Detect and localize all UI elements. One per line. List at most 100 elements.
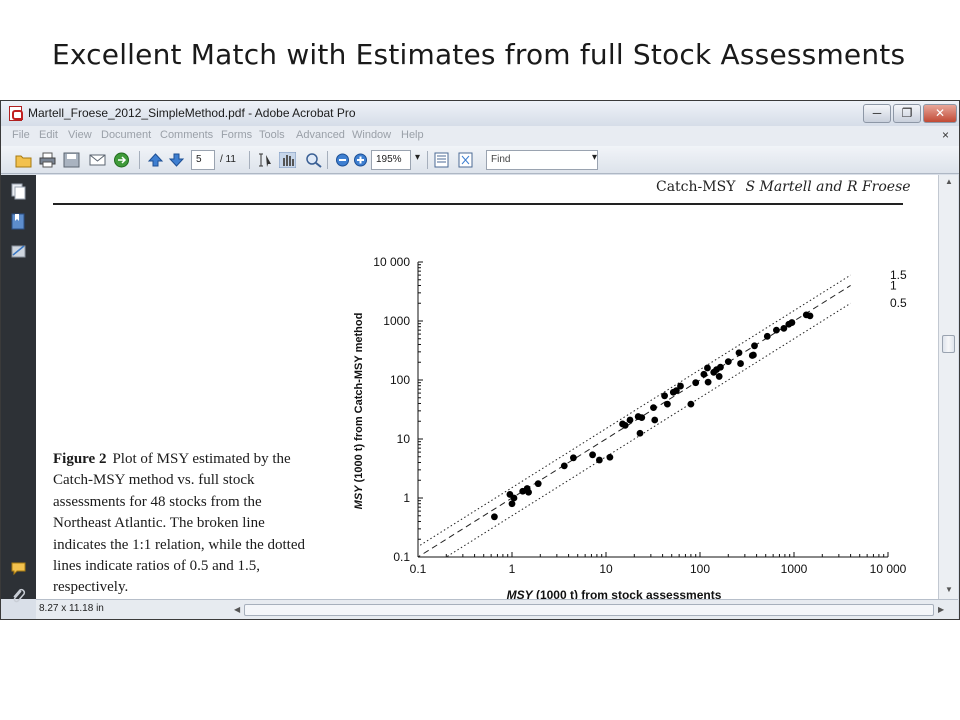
pdf-file-icon [9,106,23,121]
data-point [788,319,796,326]
zoom-tool-icon[interactable] [305,152,322,168]
menu-view[interactable]: View [68,129,92,141]
save-icon[interactable] [63,152,80,168]
collaborate-icon[interactable] [113,152,130,168]
hand-tool-icon[interactable] [279,152,296,168]
figure-caption: Figure 2 Plot of MSY estimated by the Cat… [53,449,315,599]
zoom-dropdown-icon[interactable]: ▾ [415,152,421,163]
reference-line-label: 1.5 [890,268,907,282]
data-point [626,416,634,424]
data-point [560,462,568,470]
bookmarks-panel-icon[interactable] [11,213,26,230]
zoom-level-input[interactable]: 195% [371,150,411,170]
zoom-in-icon[interactable] [352,152,369,168]
data-point [589,451,596,459]
menu-help[interactable]: Help [401,129,424,141]
find-dropdown-icon[interactable]: ▾ [592,152,598,163]
close-button[interactable]: ✕ [923,104,957,123]
reference-line-label: 0.5 [890,296,907,310]
reference-line-0-5 [445,302,851,557]
menu-tools[interactable]: Tools [259,129,285,141]
y-tick-label: 0.1 [393,550,410,564]
open-folder-icon[interactable] [15,152,32,168]
status-bar: 8.27 x 11.18 in ◀ ▶ [36,599,958,619]
toolbar: 5 / 11 195% ▾ [1,146,959,174]
y-tick-label: 10 [397,432,411,446]
x-tick-label: 10 000 [870,562,907,576]
menu-bar: File Edit View Document Comments Forms T… [1,126,959,146]
menu-window[interactable]: Window [352,129,392,141]
zoom-out-icon[interactable] [334,152,351,168]
acrobat-window: Martell_Froese_2012_SimpleMethod.pdf - A… [0,100,960,620]
data-point [672,387,680,395]
y-ticks: 0.1 1 10 100 1000 10 000 [373,255,423,564]
toolbar-separator [327,151,328,169]
data-point [806,312,814,320]
document-close-icon[interactable]: × [941,128,949,142]
find-input[interactable]: Find [486,150,598,170]
data-point [724,358,732,366]
data-point [661,392,668,400]
data-point [763,332,771,340]
page-number-input[interactable]: 5 [191,150,215,170]
menu-document[interactable]: Document [101,129,152,141]
pages-panel-icon[interactable] [11,183,26,200]
data-point [606,453,614,461]
data-point [491,513,498,521]
y-tick-label: 1 [403,491,410,505]
figure-label: Figure 2 [53,451,107,467]
menu-forms[interactable]: Forms [221,129,253,141]
title-bar: Martell_Froese_2012_SimpleMethod.pdf - A… [1,101,959,126]
menu-file[interactable]: File [12,129,30,141]
print-icon[interactable] [39,152,56,168]
data-point [595,456,603,464]
vertical-scrollbar[interactable]: ▲ ▼ [938,175,958,599]
scroll-thumb[interactable] [942,335,955,353]
data-point [534,480,542,488]
fit-page-icon[interactable] [433,152,450,168]
navigation-panel [1,175,36,603]
reference-line-labels: 1.51 0.5 [890,268,907,310]
running-authors: S Martell and R Froese [745,179,911,195]
attachments-panel-icon[interactable] [11,588,26,605]
data-point [750,351,757,359]
caption-text: Plot of MSY estimated by the Catch-MSY m… [53,451,306,596]
data-point [737,360,744,367]
data-point [687,400,695,408]
select-text-icon[interactable] [256,152,273,168]
x-ticks: 0.1 1 10 100 1000 10 000 [410,552,907,576]
data-point [700,370,708,378]
y-tick-label: 10 000 [373,255,410,269]
full-screen-icon[interactable] [457,152,474,168]
running-title: Catch-MSY [656,179,736,195]
signatures-panel-icon[interactable] [11,243,26,260]
data-point [525,488,532,496]
menu-advanced[interactable]: Advanced [296,129,345,141]
horizontal-scrollbar[interactable] [244,604,934,616]
toolbar-separator [249,151,250,169]
comments-panel-icon[interactable] [11,560,26,577]
scroll-right-icon[interactable]: ▶ [938,605,945,614]
scroll-up-icon[interactable]: ▲ [945,177,953,186]
page-header: Catch-MSY S Martell and R Froese [656,179,911,195]
previous-page-icon[interactable] [147,152,164,168]
minimize-button[interactable]: ─ [863,104,891,123]
restore-button[interactable]: ❐ [893,104,921,123]
reference-line-1-5 [418,274,851,548]
menu-edit[interactable]: Edit [39,129,58,141]
data-point [636,429,644,437]
scroll-left-icon[interactable]: ◀ [234,605,241,614]
next-page-icon[interactable] [168,152,185,168]
data-point [704,378,712,386]
data-point [773,326,780,334]
data-point [621,422,629,429]
data-point [651,416,659,424]
data-point [735,349,743,357]
data-point [717,363,724,371]
email-icon[interactable] [89,152,106,168]
scroll-down-icon[interactable]: ▼ [945,585,953,594]
menu-comments[interactable]: Comments [160,129,214,141]
y-axis-label: MSY (1000 t) from Catch-MSY method [353,313,365,510]
page-total-label: / 11 [220,154,236,165]
